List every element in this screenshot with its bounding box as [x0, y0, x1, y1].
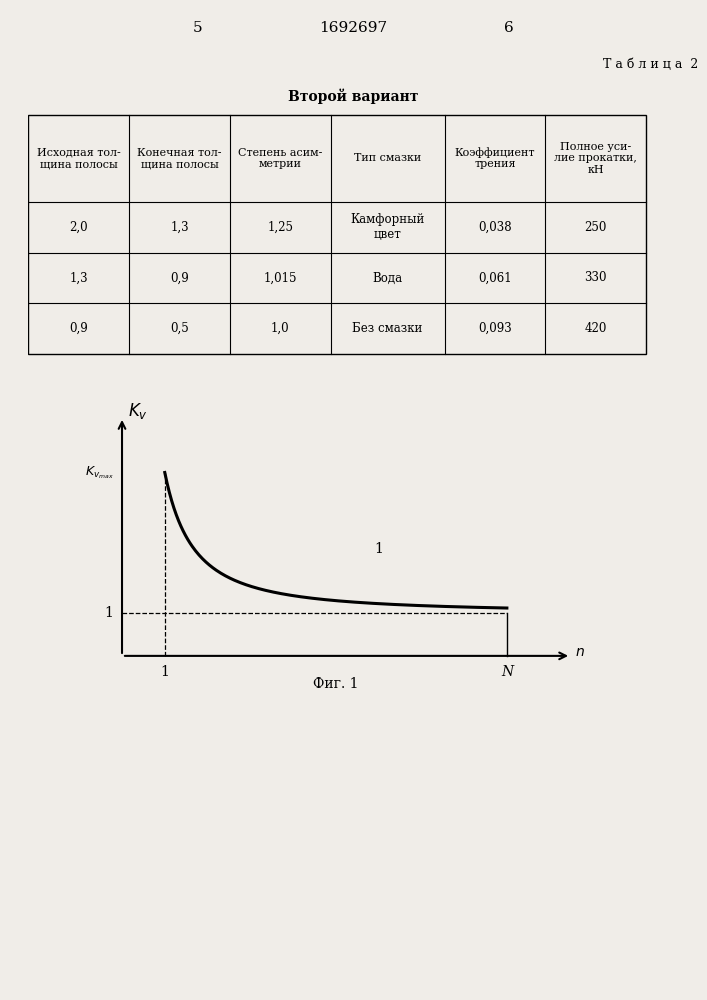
Text: n: n [575, 645, 584, 659]
Text: 1,3: 1,3 [170, 221, 189, 234]
Text: Без смазки: Без смазки [353, 322, 423, 335]
Text: N: N [501, 665, 513, 679]
Text: 1: 1 [105, 606, 113, 620]
Text: 2,0: 2,0 [69, 221, 88, 234]
Text: 1,3: 1,3 [69, 271, 88, 284]
Text: 0,9: 0,9 [69, 322, 88, 335]
Text: Второй вариант: Второй вариант [288, 89, 419, 104]
Text: Исходная тол-
щина полосы: Исходная тол- щина полосы [37, 148, 121, 169]
Text: 1692697: 1692697 [320, 21, 387, 35]
Text: Фиг. 1: Фиг. 1 [313, 677, 358, 691]
Text: 1,0: 1,0 [271, 322, 290, 335]
Text: 5: 5 [193, 21, 203, 35]
Text: $K_{v_{max}}$: $K_{v_{max}}$ [85, 464, 113, 481]
Text: 330: 330 [585, 271, 607, 284]
Text: Степень асим-
метрии: Степень асим- метрии [238, 148, 322, 169]
Text: 6: 6 [504, 21, 514, 35]
Text: Камфорный
цвет: Камфорный цвет [351, 213, 425, 241]
Bar [28, 115, 646, 354]
Text: 1,25: 1,25 [267, 221, 293, 234]
Text: 1: 1 [160, 665, 169, 679]
Text: 420: 420 [585, 322, 607, 335]
Text: 0,061: 0,061 [478, 271, 512, 284]
Text: Вода: Вода [373, 271, 403, 284]
Text: Т а б л и ц а  2: Т а б л и ц а 2 [603, 58, 698, 71]
Text: 1,015: 1,015 [264, 271, 297, 284]
Text: 0,5: 0,5 [170, 322, 189, 335]
Text: 0,093: 0,093 [478, 322, 512, 335]
Text: Конечная тол-
щина полосы: Конечная тол- щина полосы [137, 148, 222, 169]
Text: 0,038: 0,038 [478, 221, 512, 234]
Text: 1: 1 [374, 542, 383, 556]
Text: 250: 250 [585, 221, 607, 234]
Text: Тип смазки: Тип смазки [354, 153, 421, 163]
Text: $K_v$: $K_v$ [129, 401, 148, 421]
Text: Коэффициент
трения: Коэффициент трения [455, 147, 535, 169]
Text: Полное уси-
лие прокатки,
кН: Полное уси- лие прокатки, кН [554, 142, 637, 175]
Text: 0,9: 0,9 [170, 271, 189, 284]
